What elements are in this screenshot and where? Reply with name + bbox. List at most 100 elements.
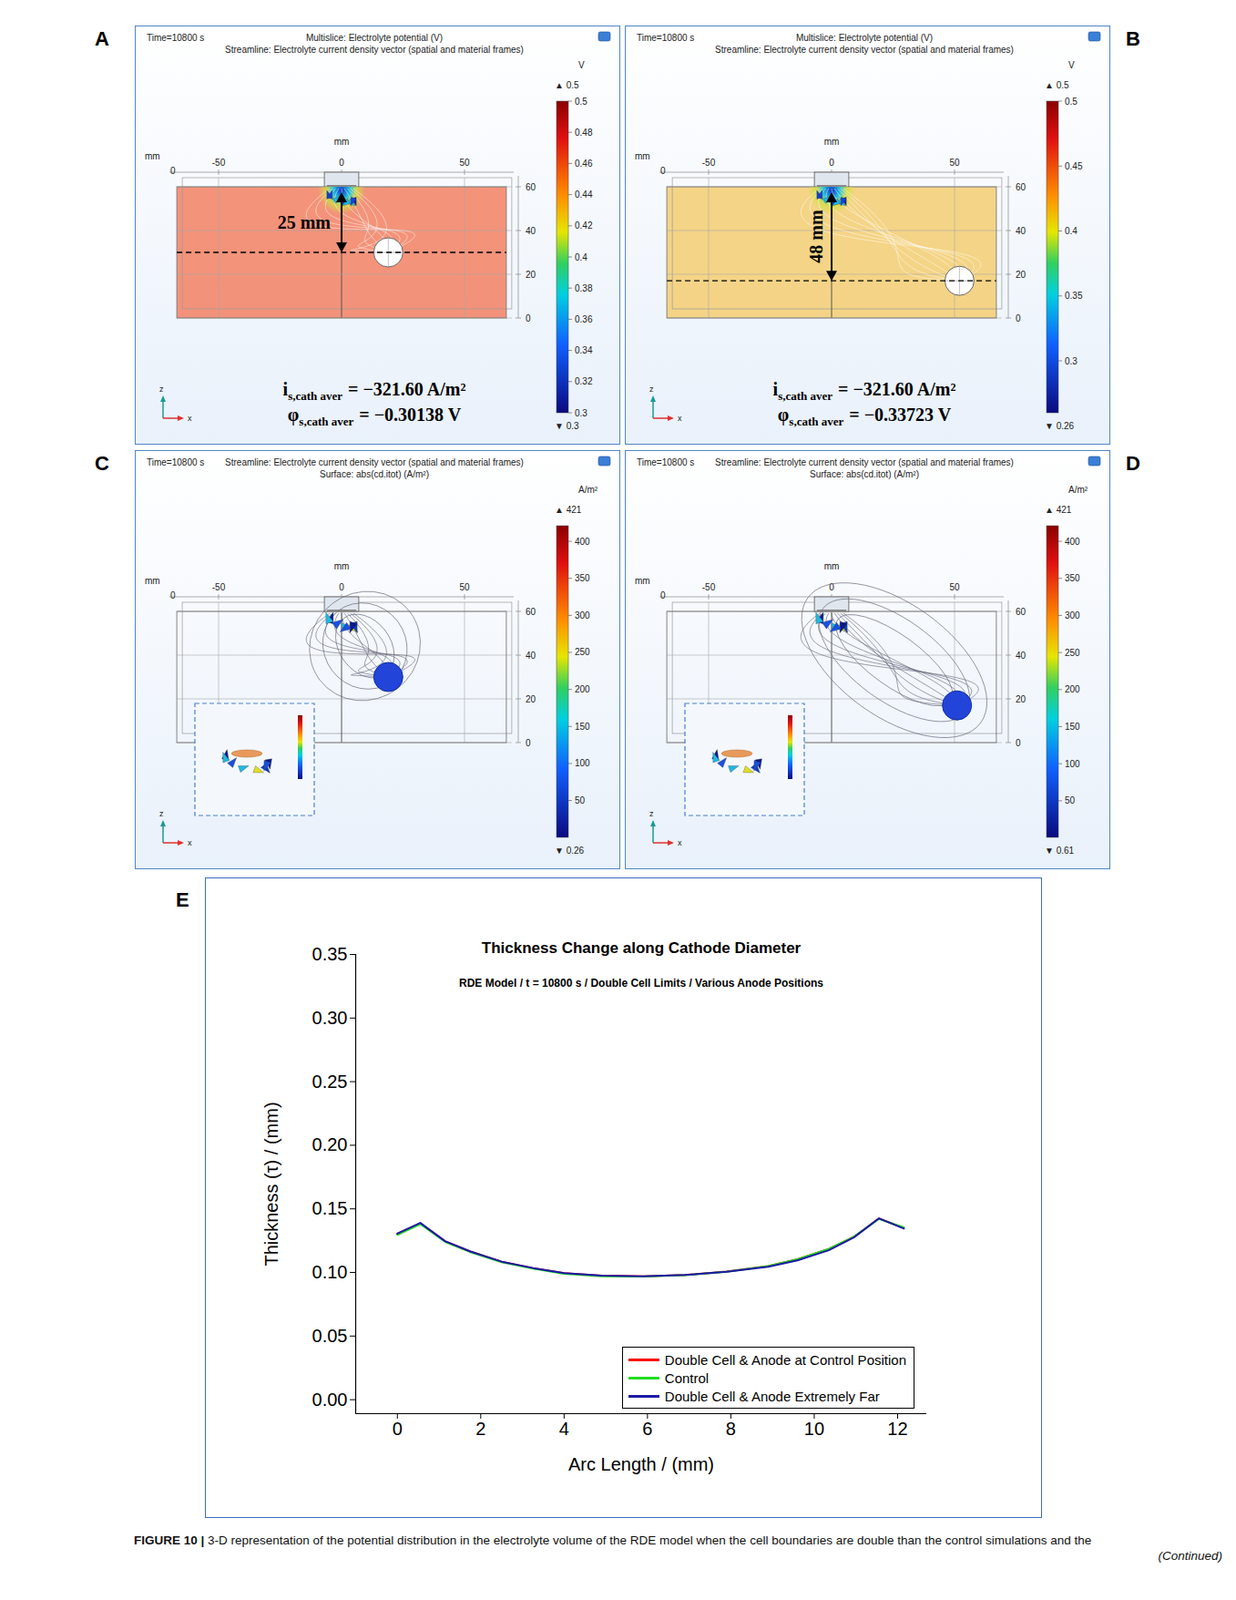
svg-text:200: 200 [1064,684,1081,695]
svg-text:x: x [187,837,193,848]
svg-text:100: 100 [1064,758,1081,769]
svg-text:z: z [649,384,654,394]
svg-text:▲ 421: ▲ 421 [1044,504,1073,515]
svg-text:▼ 0.3: ▼ 0.3 [554,420,580,431]
svg-text:φs,cath aver= −0.33723 V: φs,cath aver= −0.33723 V [777,404,952,429]
svg-text:Streamline: Electrolyte curren: Streamline: Electrolyte current density … [715,457,1014,468]
svg-text:60: 60 [1015,606,1027,617]
svg-text:50: 50 [949,157,961,168]
svg-text:Thickness Change along Cathode: Thickness Change along Cathode Diameter [481,939,802,957]
svg-text:Surface: abs(cd.itot) (A/m²): Surface: abs(cd.itot) (A/m²) [809,469,920,480]
svg-text:40: 40 [525,225,537,236]
svg-text:Streamline: Electrolyte curren: Streamline: Electrolyte current density … [224,44,524,55]
svg-text:Time=10800 s: Time=10800 s [146,32,205,43]
svg-text:0.30: 0.30 [312,1007,348,1028]
svg-text:mm: mm [144,151,161,162]
svg-text:20: 20 [525,269,537,280]
svg-text:Thickness (τ) / (mm): Thickness (τ) / (mm) [261,1101,282,1266]
svg-text:0.48: 0.48 [574,127,593,138]
svg-text:x: x [677,837,683,848]
svg-text:20: 20 [525,694,537,705]
svg-text:0.35: 0.35 [312,943,348,964]
svg-text:V: V [578,60,585,71]
svg-text:is,cath aver= −321.60 A/m²: is,cath aver= −321.60 A/m² [773,378,957,403]
svg-text:z: z [159,808,164,818]
svg-text:0.35: 0.35 [1064,290,1083,301]
svg-text:Time=10800 s: Time=10800 s [146,457,205,468]
svg-text:2: 2 [475,1418,486,1439]
svg-text:400: 400 [574,536,591,547]
svg-text:40: 40 [1015,225,1027,236]
svg-text:▲ 0.5: ▲ 0.5 [1044,80,1070,91]
svg-text:x: x [187,413,193,423]
svg-text:0.3: 0.3 [1064,356,1078,367]
svg-text:0.5: 0.5 [574,96,588,107]
svg-text:50: 50 [459,582,470,593]
svg-text:-50: -50 [702,157,716,168]
svg-text:A/m²: A/m² [1068,484,1089,495]
svg-text:0.36: 0.36 [574,314,593,325]
svg-text:Multislice: Electrolyte potent: Multislice: Electrolyte potential (V) [796,32,933,43]
svg-text:z: z [649,808,654,818]
svg-text:0: 0 [338,582,345,593]
svg-text:mm: mm [334,561,350,572]
svg-text:4: 4 [559,1418,570,1439]
svg-text:20: 20 [1015,269,1027,280]
svg-text:250: 250 [1064,647,1081,658]
svg-text:0.25: 0.25 [312,1071,348,1092]
svg-text:0: 0 [338,157,345,168]
svg-text:Arc Length / (mm): Arc Length / (mm) [568,1453,715,1474]
svg-text:150: 150 [574,721,591,732]
svg-text:0: 0 [170,590,176,601]
svg-text:0: 0 [1015,313,1022,324]
svg-text:0.10: 0.10 [312,1261,348,1282]
svg-text:mm: mm [824,136,840,147]
svg-text:z: z [159,384,164,394]
svg-text:400: 400 [1064,536,1081,547]
svg-text:300: 300 [574,610,591,621]
svg-text:20: 20 [1015,694,1027,705]
svg-text:0: 0 [392,1418,403,1439]
svg-text:40: 40 [525,650,537,661]
svg-text:▼ 0.26: ▼ 0.26 [554,845,585,856]
svg-text:60: 60 [525,606,537,617]
svg-text:▲ 421: ▲ 421 [554,504,583,515]
svg-text:A/m²: A/m² [578,484,599,495]
svg-text:200: 200 [574,684,591,695]
svg-text:6: 6 [642,1418,653,1439]
svg-text:60: 60 [1015,182,1027,193]
svg-text:50: 50 [574,795,586,806]
svg-text:10: 10 [804,1418,825,1439]
svg-text:0.00: 0.00 [312,1389,348,1410]
svg-text:mm: mm [634,575,651,586]
svg-text:Multislice: Electrolyte potent: Multislice: Electrolyte potential (V) [306,32,443,43]
svg-text:100: 100 [574,757,591,768]
svg-text:0.3: 0.3 [574,408,588,419]
svg-text:V: V [1068,60,1075,71]
svg-text:12: 12 [887,1418,908,1439]
svg-text:25 mm: 25 mm [277,212,332,233]
svg-text:150: 150 [1064,721,1081,732]
svg-text:0.34: 0.34 [574,345,593,356]
svg-text:0.4: 0.4 [574,252,588,263]
svg-text:48 mm: 48 mm [806,209,827,264]
svg-text:mm: mm [334,136,350,147]
svg-text:Surface: abs(cd.itot) (A/m²): Surface: abs(cd.itot) (A/m²) [319,469,430,480]
svg-text:250: 250 [574,646,591,657]
svg-text:φs,cath aver= −0.30138 V: φs,cath aver= −0.30138 V [287,404,462,429]
svg-text:40: 40 [1015,650,1027,661]
svg-text:▼ 0.26: ▼ 0.26 [1044,420,1075,431]
svg-text:0.46: 0.46 [574,158,593,169]
svg-text:0.45: 0.45 [1064,161,1083,172]
svg-text:0.4: 0.4 [1064,225,1078,236]
svg-text:350: 350 [574,572,591,583]
svg-text:▲ 0.5: ▲ 0.5 [554,80,580,91]
svg-text:x: x [677,413,683,423]
svg-text:8: 8 [725,1418,736,1439]
svg-text:50: 50 [949,582,961,593]
svg-text:0: 0 [525,737,532,748]
svg-text:RDE Model / t = 10800 s / Doub: RDE Model / t = 10800 s / Double Cell Li… [459,976,824,990]
svg-text:0.05: 0.05 [312,1325,348,1346]
svg-text:-50: -50 [212,157,226,168]
svg-text:0: 0 [828,157,835,168]
